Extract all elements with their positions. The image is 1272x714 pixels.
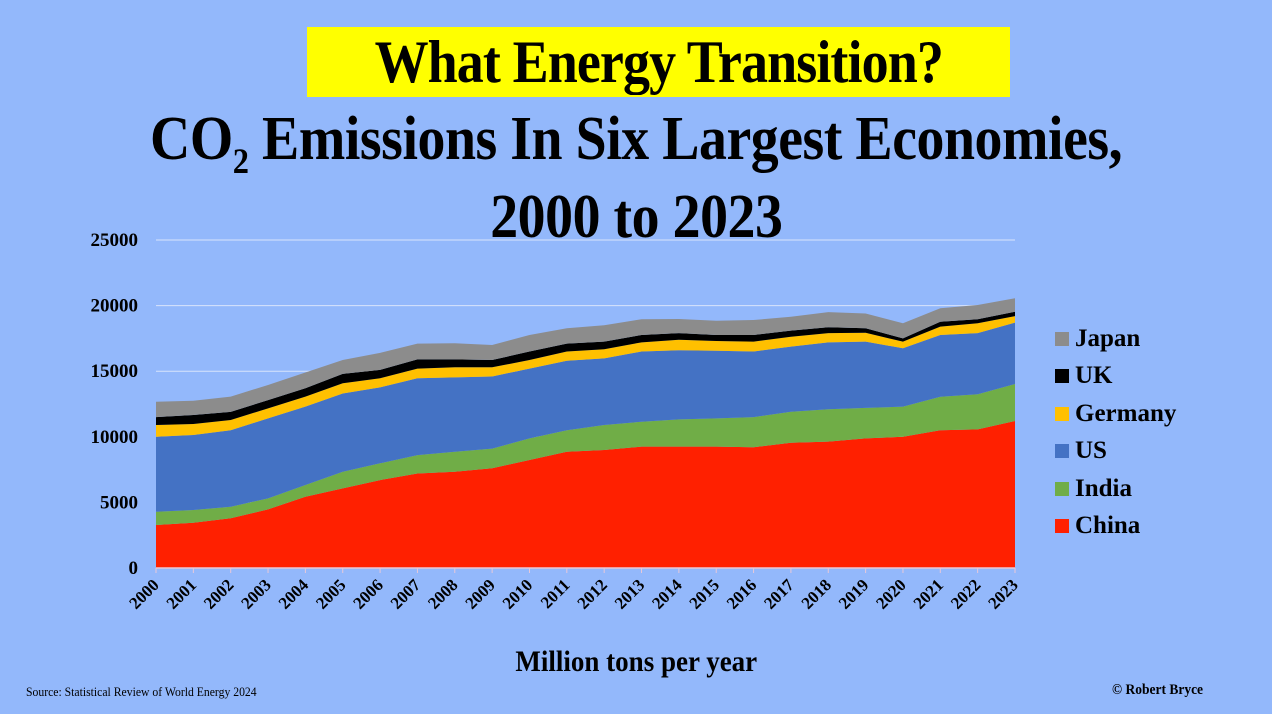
x-tick-label: 2017 bbox=[760, 575, 798, 613]
x-tick-label: 2004 bbox=[275, 575, 313, 613]
legend-item-japan: Japan bbox=[1055, 320, 1176, 358]
x-tick-label: 2012 bbox=[574, 575, 611, 612]
legend-label: China bbox=[1075, 512, 1141, 540]
area-china bbox=[156, 421, 1015, 568]
y-tick-label: 25000 bbox=[91, 230, 139, 251]
chart-title-line1: CO2 Emissions In Six Largest Economies, bbox=[0, 105, 1272, 179]
x-tick-label: 2013 bbox=[611, 575, 648, 612]
x-axis bbox=[155, 567, 1016, 573]
legend-swatch bbox=[1055, 481, 1069, 496]
x-tick-label: 2022 bbox=[947, 575, 984, 612]
x-tick-label: 2003 bbox=[237, 575, 274, 612]
banner-title: What Energy Transition? bbox=[374, 29, 943, 95]
chart-title-years: 2000 to 2023 bbox=[489, 183, 783, 251]
x-axis-label-text: Million tons per year bbox=[515, 645, 757, 678]
area-japan bbox=[156, 298, 1015, 418]
x-axis-ticks: 2000 2001 2002 2003 2004 2005 2006 2007 2008 2009… bbox=[125, 575, 1021, 613]
legend-swatch bbox=[1055, 519, 1069, 534]
area-uk bbox=[156, 311, 1015, 425]
area-series bbox=[156, 298, 1015, 568]
legend-label: Japan bbox=[1075, 324, 1141, 352]
x-tick-label: 2006 bbox=[349, 575, 386, 612]
x-tick-label: 2000 bbox=[125, 575, 162, 612]
y-tick-label: 5000 bbox=[100, 492, 138, 513]
area-india bbox=[156, 384, 1015, 525]
x-tick-label: 2021 bbox=[910, 575, 947, 612]
x-tick-label: 2005 bbox=[312, 575, 349, 612]
credit-text: © Robert Bryce bbox=[1112, 682, 1204, 698]
y-tick-label: 10000 bbox=[91, 427, 139, 448]
chart-title-subscript: 2 bbox=[232, 141, 249, 181]
x-tick-label: 2011 bbox=[537, 575, 574, 612]
legend-item-us: US bbox=[1055, 433, 1176, 471]
x-tick-label: 2016 bbox=[723, 575, 760, 612]
legend-swatch bbox=[1055, 331, 1069, 346]
x-tick-label: 2023 bbox=[984, 575, 1021, 612]
chart-title-line2: 2000 to 2023 bbox=[0, 186, 1272, 248]
legend-item-uk: UK bbox=[1055, 358, 1176, 396]
legend-swatch bbox=[1055, 444, 1069, 459]
x-tick-label: 2009 bbox=[461, 575, 498, 612]
legend: Japan UK Germany US India China bbox=[1055, 320, 1176, 545]
x-tick-label: 2018 bbox=[798, 575, 835, 612]
legend-label: US bbox=[1075, 437, 1107, 465]
chart-title-rest: Emissions In Six Largest Economies, bbox=[248, 105, 1123, 173]
legend-swatch bbox=[1055, 406, 1069, 421]
banner-title-box: What Energy Transition? bbox=[307, 27, 1010, 97]
x-tick-label: 2014 bbox=[648, 575, 686, 613]
y-tick-label: 15000 bbox=[91, 361, 139, 382]
x-tick-label: 2010 bbox=[499, 575, 536, 612]
x-axis-label: Million tons per year bbox=[0, 645, 1272, 679]
legend-item-india: India bbox=[1055, 470, 1176, 508]
legend-swatch bbox=[1055, 369, 1069, 384]
x-tick-label: 2008 bbox=[424, 575, 461, 612]
y-tick-label: 20000 bbox=[91, 296, 139, 317]
y-tick-label: 0 bbox=[129, 558, 139, 579]
chart-title-co: CO bbox=[149, 105, 233, 173]
x-tick-label: 2002 bbox=[200, 575, 237, 612]
source-text: Source: Statistical Review of World Ener… bbox=[26, 684, 257, 699]
x-tick-label: 2015 bbox=[686, 575, 723, 612]
area-us bbox=[156, 322, 1015, 512]
area-germany bbox=[156, 316, 1015, 437]
legend-item-china: China bbox=[1055, 508, 1176, 546]
legend-item-germany: Germany bbox=[1055, 395, 1176, 433]
legend-label: UK bbox=[1075, 362, 1113, 390]
legend-label: Germany bbox=[1075, 399, 1177, 427]
credit-note: © Robert Bryce bbox=[1112, 682, 1213, 699]
x-tick-label: 2020 bbox=[872, 575, 909, 612]
source-note: Source: Statistical Review of World Ener… bbox=[26, 684, 282, 700]
legend-label: India bbox=[1075, 474, 1132, 502]
x-tick-label: 2019 bbox=[835, 575, 872, 612]
y-axis-ticks: 0 5000 10000 15000 20000 25000 bbox=[91, 230, 139, 579]
x-tick-label: 2007 bbox=[387, 575, 425, 613]
x-tick-label: 2001 bbox=[163, 575, 200, 612]
